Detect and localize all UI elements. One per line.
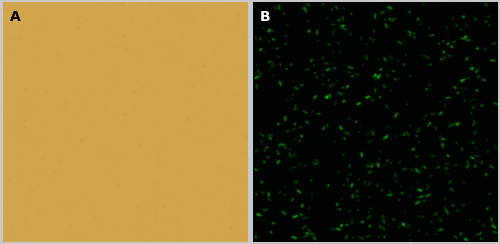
Text: B: B — [260, 10, 270, 24]
Text: A: A — [10, 10, 20, 24]
